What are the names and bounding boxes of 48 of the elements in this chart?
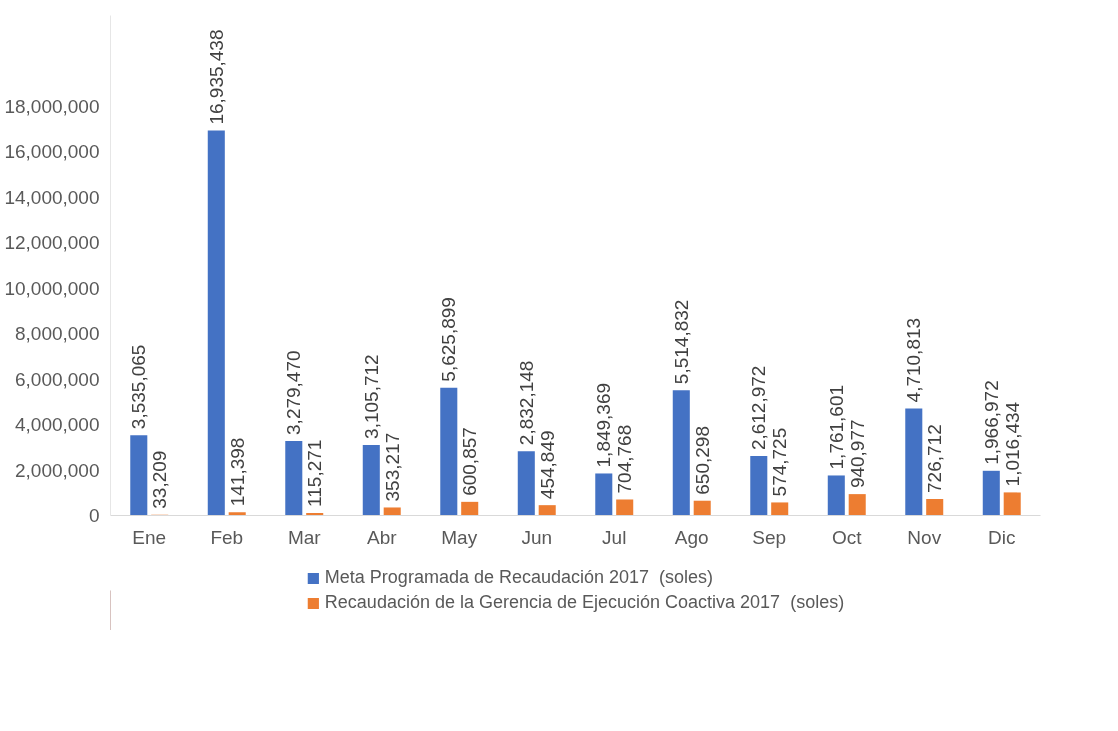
data-label: 5,514,832 <box>670 299 692 385</box>
data-label: 2,612,972 <box>748 365 770 451</box>
x-tick-label: Jun <box>521 526 553 548</box>
y-tick-label: 4,000,000 <box>14 414 100 436</box>
y-tick-label: 16,000,000 <box>4 141 100 163</box>
data-label: 940,977 <box>846 419 868 489</box>
data-label: 454,849 <box>536 430 558 500</box>
y-tick-label: 2,000,000 <box>14 459 100 481</box>
x-tick-label: Feb <box>210 526 244 548</box>
data-label: 4,710,813 <box>903 317 925 403</box>
y-tick-label: 0 <box>88 505 100 526</box>
data-label: 141,398 <box>226 437 248 507</box>
x-tick-label: Sep <box>752 526 787 548</box>
y-tick-label: 12,000,000 <box>4 232 100 254</box>
x-tick-label: Nov <box>907 526 942 548</box>
x-tick-label: Oct <box>831 526 863 548</box>
y-tick-label: 6,000,000 <box>14 368 100 390</box>
data-label: 115,271 <box>304 439 326 507</box>
y-tick-label: 14,000,000 <box>4 186 100 208</box>
data-label: 3,105,712 <box>360 354 382 439</box>
data-label: 1,016,434 <box>1001 401 1023 487</box>
y-tick-label: 8,000,000 <box>14 323 100 345</box>
x-tick-label: Ene <box>132 526 167 548</box>
data-label: 33,209 <box>149 450 171 509</box>
y-tick-label: 18,000,000 <box>4 95 100 117</box>
x-tick-label: Abr <box>366 526 398 548</box>
x-tick-label: Ago <box>674 526 709 548</box>
data-label: 1,849,369 <box>593 382 615 468</box>
data-label: 726,712 <box>924 424 946 493</box>
data-label: 3,535,065 <box>128 344 150 430</box>
legend-label: Recaudación de la Gerencia de Ejecución Coactiva 2017 (soles) <box>324 592 845 613</box>
x-tick-label: May <box>441 526 478 548</box>
x-tick-label: Dic <box>988 526 1016 548</box>
data-label: 16,935,438 <box>205 29 227 125</box>
legend-label: Meta Programada de Recaudación 2017 (soles) <box>324 567 714 588</box>
data-label: 353,217 <box>381 432 403 502</box>
data-label: 704,768 <box>614 424 636 494</box>
data-label: 1,761,601 <box>825 384 847 470</box>
data-label: 574,725 <box>769 427 791 497</box>
data-label: 3,279,470 <box>283 350 305 435</box>
x-tick-label: Jul <box>602 526 627 548</box>
y-tick-label: 10,000,000 <box>4 277 100 299</box>
data-label: 2,832,148 <box>515 360 537 446</box>
data-label: 600,857 <box>459 427 481 496</box>
data-label: 5,625,899 <box>438 297 460 382</box>
x-tick-label: Mar <box>287 526 322 548</box>
data-label: 1,966,972 <box>980 380 1002 465</box>
data-label: 650,298 <box>691 426 713 495</box>
